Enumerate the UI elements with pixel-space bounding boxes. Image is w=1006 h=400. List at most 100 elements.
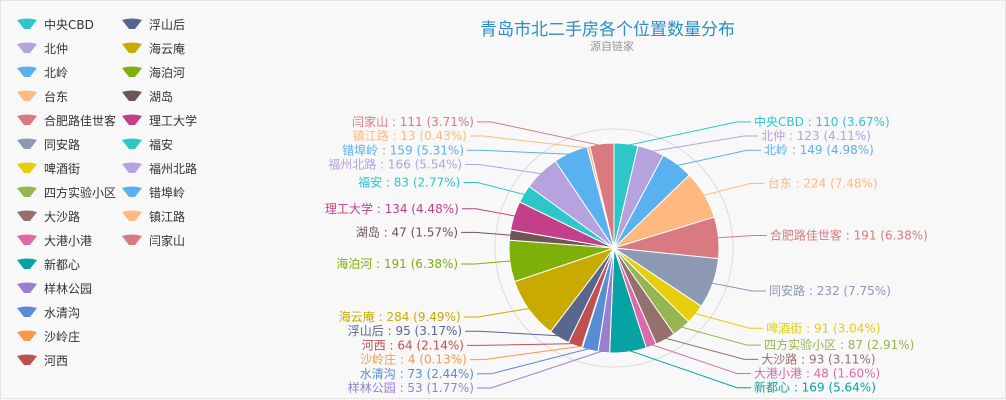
legend-item[interactable]: 新都心 bbox=[16, 252, 116, 276]
legend-item[interactable]: 北岭 bbox=[16, 60, 116, 84]
label-leader-line bbox=[463, 182, 526, 196]
label-leader-line bbox=[625, 121, 751, 147]
legend-label: 台东 bbox=[44, 89, 69, 104]
legend-label: 错埠岭 bbox=[149, 185, 186, 200]
legend-label: 理工大学 bbox=[149, 113, 198, 128]
slice-label: 四方实验小区 : 87 (2.91%) bbox=[764, 337, 914, 352]
slice-label: 啤酒街 : 91 (3.04%) bbox=[766, 320, 880, 335]
label-leader-line bbox=[477, 347, 591, 375]
label-leader-line bbox=[461, 208, 517, 217]
legend-label: 沙岭庄 bbox=[44, 329, 81, 344]
legend-item[interactable]: 大沙路 bbox=[16, 204, 116, 228]
legend-item[interactable]: 北仲 bbox=[16, 36, 116, 60]
legend-item[interactable]: 水清沟 bbox=[16, 300, 116, 324]
slice-label: 福州北路 : 166 (5.54%) bbox=[328, 156, 462, 171]
legend-item[interactable]: 台东 bbox=[16, 84, 116, 108]
legend-label: 大港小港 bbox=[44, 233, 93, 248]
legend-swatch bbox=[122, 90, 142, 101]
slice-label: 合肥路佳世客 : 191 (6.38%) bbox=[770, 227, 928, 242]
legend-item[interactable]: 沙岭庄 bbox=[16, 324, 116, 348]
slice-label: 海泊河 : 191 (6.38%) bbox=[336, 256, 458, 271]
legend-swatch bbox=[17, 162, 37, 173]
legend-swatch bbox=[17, 186, 37, 197]
label-leader-line bbox=[710, 282, 767, 292]
legend-label: 中央CBD bbox=[44, 17, 94, 32]
legend-item[interactable]: 中央CBD bbox=[16, 12, 116, 36]
slice-label: 样林公园 : 53 (1.77%) bbox=[348, 380, 474, 395]
legend-item[interactable]: 四方实验小区 bbox=[16, 180, 116, 204]
legend-item[interactable]: 湖岛 bbox=[121, 84, 197, 108]
legend-label: 北仲 bbox=[44, 41, 69, 56]
slice-label: 同安路 : 232 (7.75%) bbox=[769, 283, 891, 298]
legend-label: 海泊河 bbox=[149, 65, 186, 80]
legend-label: 浮山后 bbox=[149, 17, 186, 32]
legend-label: 样林公园 bbox=[44, 281, 93, 296]
slice-label: 海云庵 : 284 (9.49%) bbox=[339, 309, 461, 324]
label-leader-line bbox=[693, 312, 764, 329]
slice-label: 浮山后 : 95 (3.17%) bbox=[348, 324, 462, 338]
pie-outer-ring bbox=[494, 128, 734, 368]
legend-swatch bbox=[17, 354, 37, 365]
legend-item[interactable]: 福州北路 bbox=[121, 156, 197, 180]
slice-label: 闫家山 : 111 (3.71%) bbox=[352, 114, 474, 129]
chart-subtitle: 源自链家 bbox=[590, 40, 634, 53]
slice-label: 福安 : 83 (2.77%) bbox=[358, 175, 460, 190]
legend-swatch bbox=[122, 186, 142, 197]
legend-swatch bbox=[17, 138, 37, 149]
legend-swatch bbox=[17, 90, 37, 101]
legend-item[interactable]: 镇江路 bbox=[121, 204, 197, 228]
legend-item[interactable]: 海云庵 bbox=[121, 36, 197, 60]
legend-swatch bbox=[17, 42, 37, 53]
legend-swatch bbox=[17, 282, 37, 293]
slice-label: 水清沟 : 73 (2.44%) bbox=[360, 367, 474, 381]
legend-item[interactable]: 大港小港 bbox=[16, 228, 116, 252]
label-leader-line bbox=[469, 135, 589, 149]
legend-swatch bbox=[122, 114, 142, 125]
legend-item[interactable]: 浮山后 bbox=[121, 12, 197, 36]
label-leader-line bbox=[675, 149, 761, 167]
chart-title: 青岛市北二手房各个位置数量分布 bbox=[480, 20, 735, 40]
legend-item[interactable]: 闫家山 bbox=[121, 228, 197, 252]
legend-swatch bbox=[122, 66, 142, 77]
slice-label: 大港小港 : 48 (1.60%) bbox=[754, 367, 880, 381]
legend-label: 新都心 bbox=[44, 257, 81, 272]
legend-swatch bbox=[122, 42, 142, 53]
legend-label: 闫家山 bbox=[149, 233, 186, 248]
legend-label: 大沙路 bbox=[44, 209, 81, 224]
legend-column-1: 中央CBD 北仲北岭台东合肥路佳世客同安路啤酒街四方实验小区大沙路大港小港新都心样… bbox=[16, 12, 116, 372]
legend-swatch bbox=[17, 66, 37, 77]
slice-label: 理工大学 : 134 (4.48%) bbox=[325, 201, 459, 216]
label-leader-line bbox=[469, 345, 583, 361]
legend-swatch bbox=[17, 306, 37, 317]
legend-label: 河西 bbox=[44, 353, 69, 368]
legend-swatch bbox=[17, 330, 37, 341]
label-leader-line bbox=[650, 135, 759, 153]
label-leader-line bbox=[680, 326, 762, 346]
legend-swatch bbox=[17, 210, 37, 221]
legend-label: 福州北路 bbox=[149, 161, 198, 176]
legend-item[interactable]: 啤酒街 bbox=[16, 156, 116, 180]
label-leader-line bbox=[465, 163, 543, 175]
legend-item[interactable]: 福安 bbox=[121, 132, 197, 156]
legend-swatch bbox=[17, 18, 37, 29]
legend-item[interactable]: 理工大学 bbox=[121, 108, 197, 132]
legend-label: 合肥路佳世客 bbox=[44, 113, 117, 128]
legend-item[interactable]: 海泊河 bbox=[121, 60, 197, 84]
slice-label: 大沙路 : 93 (3.11%) bbox=[761, 351, 875, 366]
legend-label: 啤酒街 bbox=[44, 161, 81, 176]
label-leader-line bbox=[477, 350, 605, 389]
legend-swatch bbox=[17, 114, 37, 125]
legend-item[interactable]: 河西 bbox=[16, 348, 116, 372]
legend-swatch bbox=[122, 18, 142, 29]
legend-item[interactable]: 合肥路佳世客 bbox=[16, 108, 116, 132]
pie-slice[interactable] bbox=[589, 142, 615, 249]
legend-item[interactable]: 错埠岭 bbox=[121, 180, 197, 204]
legend-item[interactable]: 样林公园 bbox=[16, 276, 116, 300]
legend-swatch bbox=[17, 234, 37, 245]
legend-item[interactable]: 同安路 bbox=[16, 132, 116, 156]
slice-label: 新都心 : 169 (5.64%) bbox=[754, 380, 876, 395]
legend-label: 海云庵 bbox=[149, 41, 186, 56]
legend-swatch bbox=[122, 210, 142, 221]
label-leader-line bbox=[664, 337, 759, 360]
